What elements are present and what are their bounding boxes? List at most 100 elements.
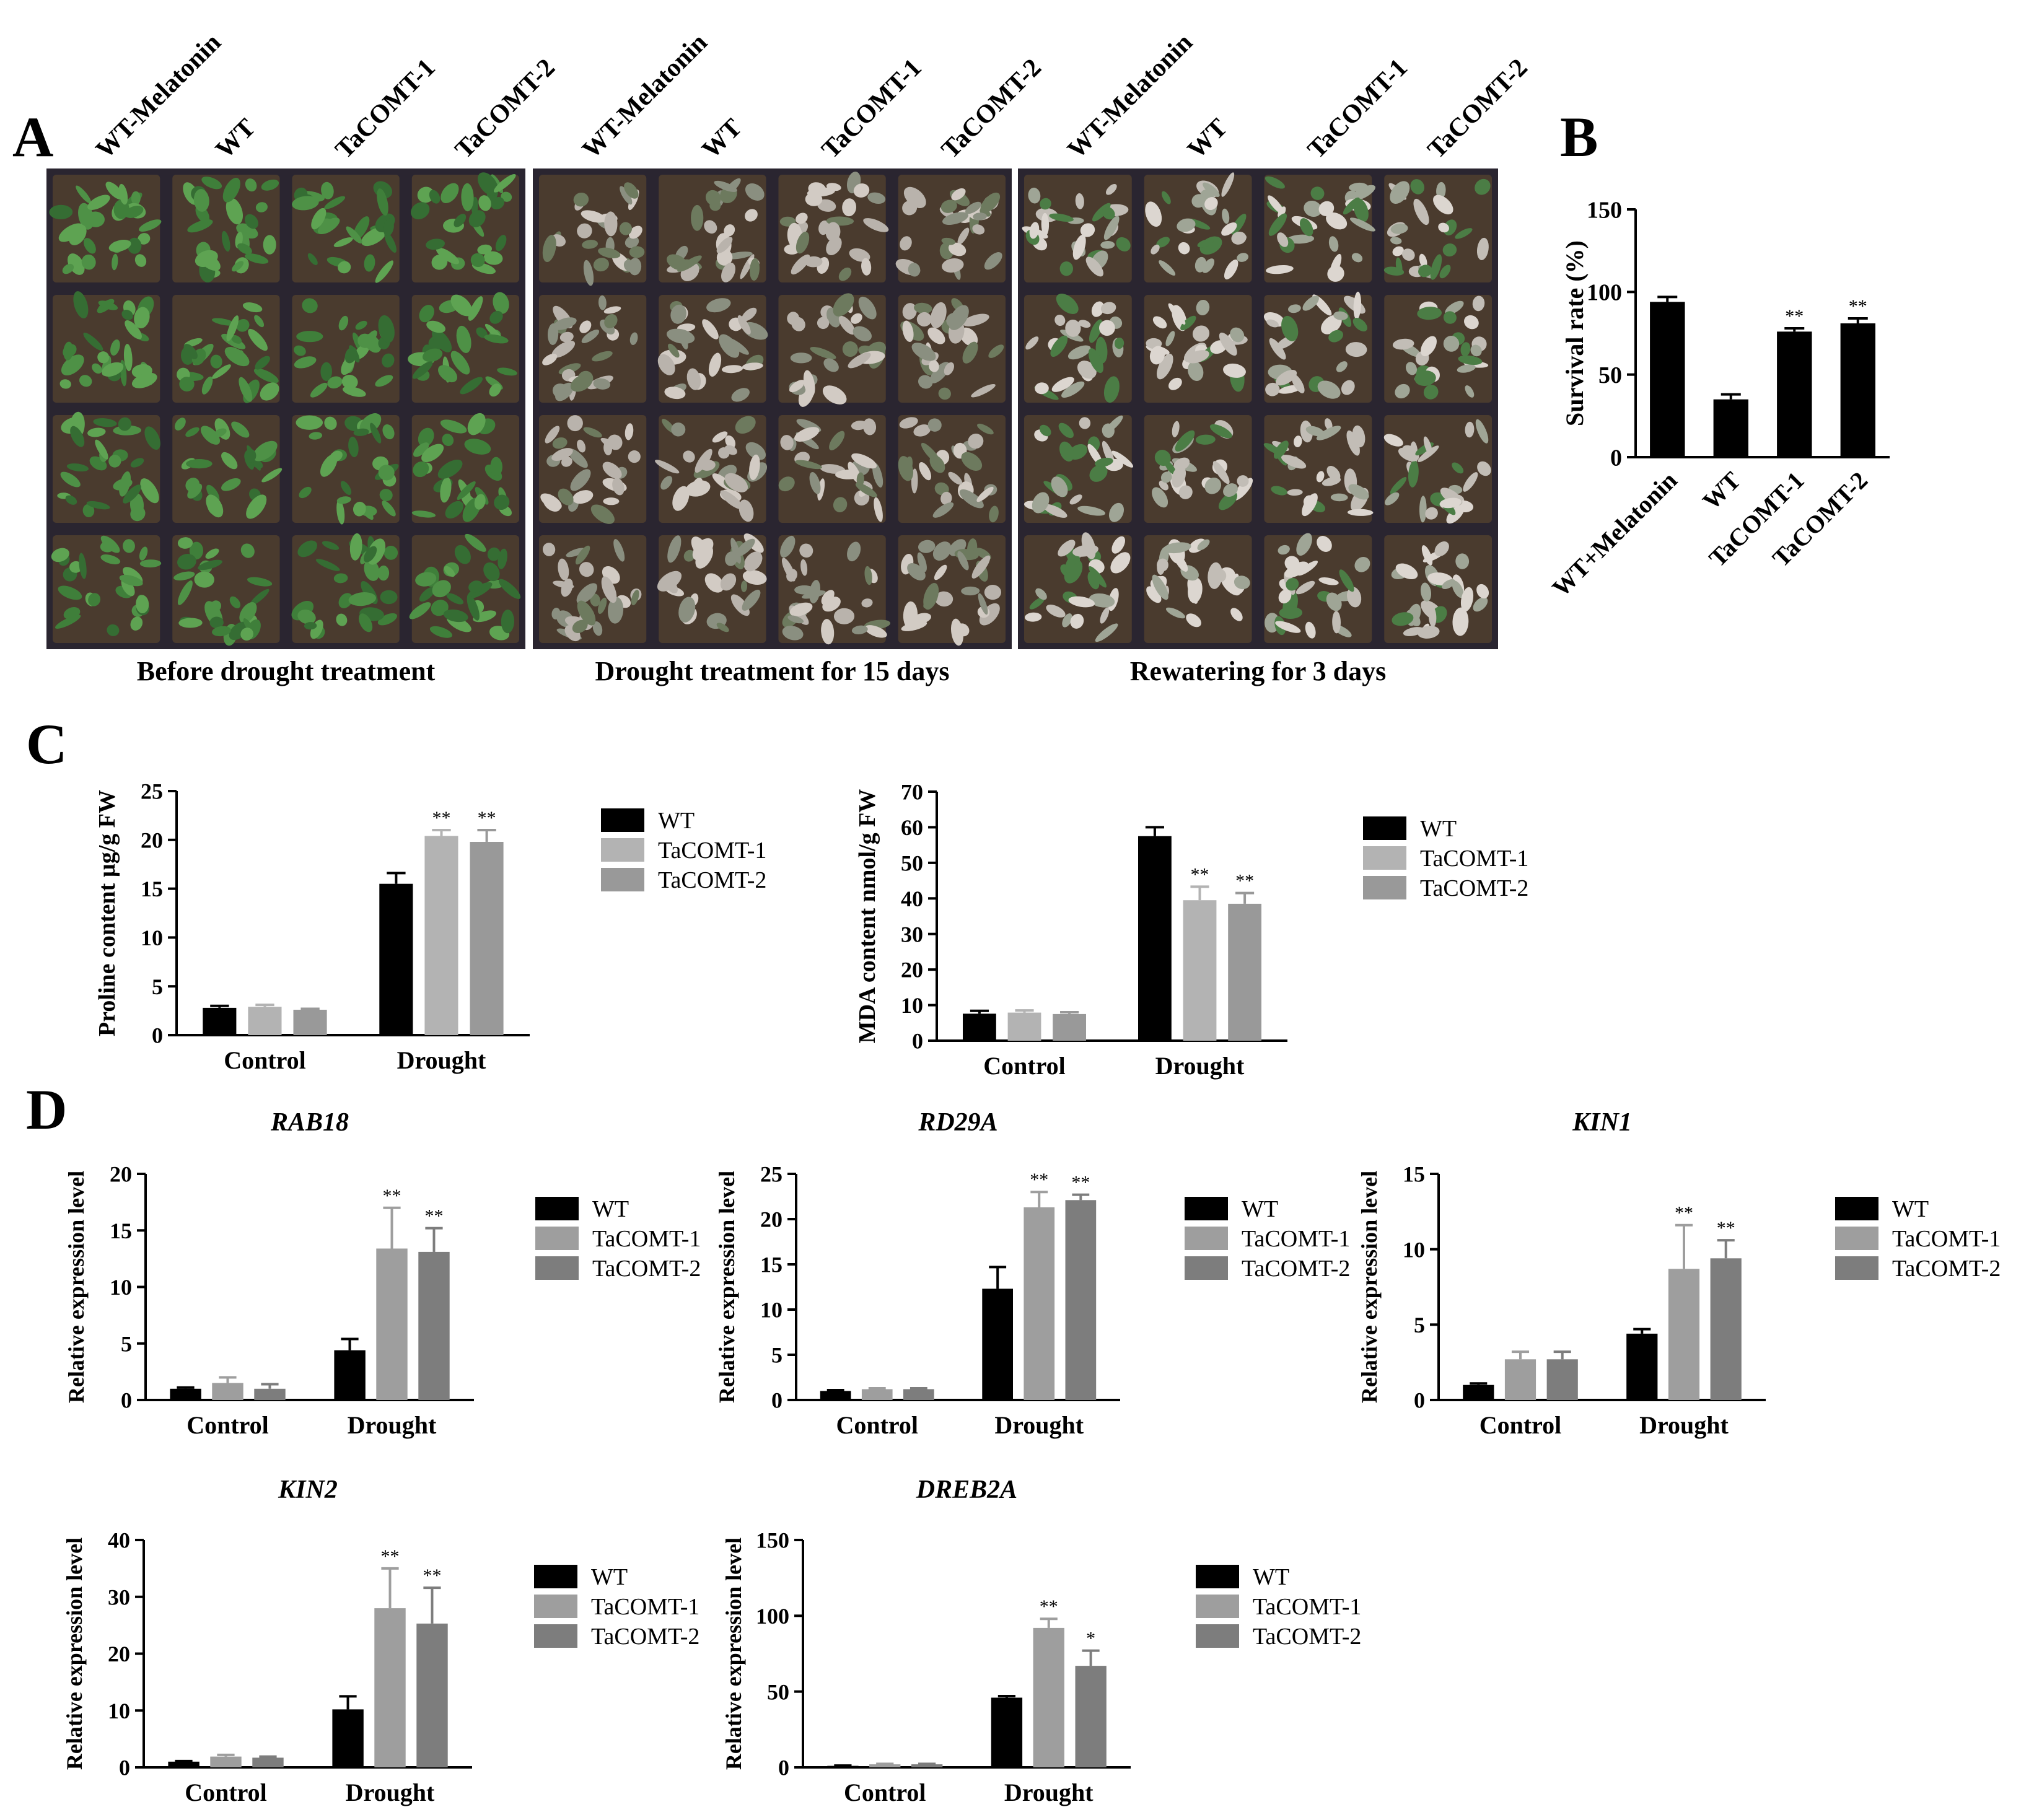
x-tick-label: Control (224, 1046, 306, 1074)
leaf (851, 453, 877, 469)
bar (334, 1350, 366, 1400)
leaf (790, 352, 812, 364)
leaf (432, 580, 451, 598)
leaf (1230, 608, 1243, 621)
photo-column-label: TaCOMT-2 (1422, 53, 1533, 164)
x-tick-label: Drought (994, 1411, 1084, 1439)
legend-label: WT (1253, 1564, 1289, 1590)
leaf (450, 351, 470, 375)
photo-caption: Before drought treatment (137, 656, 436, 686)
leaf (822, 385, 847, 405)
leaf (551, 340, 576, 358)
leaf (431, 600, 449, 616)
leaf (1339, 569, 1354, 592)
leaf (1168, 303, 1186, 325)
y-tick-label: 0 (121, 1388, 132, 1413)
legend-label: TaCOMT-1 (658, 838, 766, 864)
leaf (444, 566, 455, 577)
leaf (108, 239, 131, 252)
leaf (817, 317, 830, 330)
photo-pot (657, 295, 768, 403)
leaf (1085, 256, 1103, 277)
photo-column-label: TaCOMT-2 (936, 53, 1047, 164)
leaf (898, 456, 914, 481)
photo-pot (539, 535, 647, 643)
leaf (856, 472, 864, 487)
leaf (949, 305, 969, 330)
leaf (787, 312, 799, 325)
leaf (461, 183, 474, 212)
leaf (1421, 545, 1433, 566)
leaf (1295, 580, 1315, 595)
leaf (1465, 421, 1475, 438)
photo-column-label: TaCOMT-1 (817, 53, 927, 164)
leaf (1353, 291, 1362, 320)
photo-caption: Rewatering for 3 days (1130, 656, 1386, 686)
photo-pot (778, 293, 886, 407)
leaf (1266, 319, 1279, 328)
leaf (200, 426, 221, 445)
leaf (724, 224, 735, 237)
leaf (1279, 606, 1303, 619)
photo-pot (1024, 415, 1134, 523)
y-axis-label: Survival rate (%) (1561, 240, 1589, 426)
leaf (483, 251, 503, 265)
photo-column-label: WT (696, 113, 747, 164)
leaf (1058, 540, 1076, 557)
legend-label: WT (591, 1564, 628, 1590)
leaf (185, 427, 199, 437)
leaf (858, 296, 877, 320)
y-tick-label: 70 (901, 780, 923, 805)
leaf (299, 486, 312, 499)
leaf (572, 619, 588, 634)
leaf (1336, 361, 1348, 372)
leaf (1277, 232, 1289, 247)
leaf (1080, 223, 1095, 237)
leaf (55, 615, 81, 629)
leaf (826, 236, 842, 256)
leaf (245, 178, 257, 192)
leaf (1178, 242, 1190, 255)
leaf (236, 318, 250, 332)
leaf (542, 543, 556, 556)
leaf (971, 383, 996, 398)
leaf (965, 201, 981, 214)
photo-pot (1024, 532, 1132, 643)
legend-swatch (1185, 1256, 1228, 1280)
leaf (978, 593, 988, 615)
leaf (959, 489, 984, 509)
leaf (431, 254, 448, 270)
photo-pot (1264, 533, 1372, 643)
leaf (1390, 223, 1408, 234)
leaf (848, 352, 871, 369)
bar (1065, 1200, 1097, 1400)
leaf (903, 186, 926, 209)
leaf (699, 460, 716, 471)
leaf (87, 195, 110, 210)
leaf (1197, 539, 1210, 551)
leaf (702, 319, 719, 339)
leaf (577, 370, 594, 387)
leaf (962, 341, 978, 364)
leaf (628, 258, 642, 276)
leaf (576, 583, 598, 604)
leaf (742, 589, 761, 611)
leaf (1046, 605, 1066, 618)
leaf (1318, 577, 1339, 585)
y-axis-label: Relative expression level (62, 1538, 87, 1770)
leaf (1439, 497, 1462, 509)
leaf (558, 488, 574, 505)
significance-mark: * (1086, 1629, 1095, 1649)
leaf (1224, 259, 1238, 280)
leaf (1392, 612, 1414, 626)
leaf (413, 442, 429, 457)
leaf (110, 339, 120, 356)
leaf (260, 382, 279, 401)
leaf (1286, 577, 1299, 591)
photo-pot (292, 413, 400, 525)
leaf (210, 354, 222, 369)
y-tick-label: 100 (1587, 280, 1622, 306)
leaf (742, 570, 767, 585)
leaf (1192, 325, 1210, 342)
